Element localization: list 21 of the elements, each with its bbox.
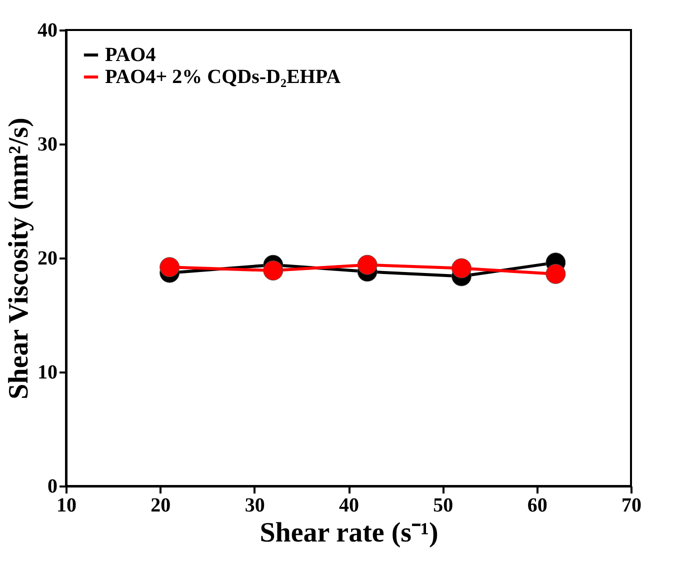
x-tick-label: 50 <box>433 494 454 516</box>
x-tick-label: 60 <box>527 494 548 516</box>
x-tick-label: 10 <box>56 494 76 516</box>
legend-label: PAO4 <box>105 44 156 66</box>
y-tick-label: 40 <box>38 20 58 42</box>
y-tick-label: 20 <box>38 248 58 270</box>
point <box>452 258 472 278</box>
y-tick-label: 0 <box>48 476 58 498</box>
point <box>160 257 180 278</box>
legend-label: PAO4+ 2% CQDs-D₂EHPA <box>105 66 342 88</box>
x-axis-title: Shear rate (s⁻¹) <box>260 518 438 548</box>
y-tick-label: 10 <box>38 362 58 384</box>
point <box>357 254 378 275</box>
point <box>546 264 566 284</box>
y-tick-label: 30 <box>38 134 58 156</box>
x-tick-label: 30 <box>244 494 265 516</box>
x-tick-label: 70 <box>622 494 642 516</box>
x-tick-label: 20 <box>150 494 171 516</box>
y-axis-title: Shear Viscosity (mm²/s) <box>4 118 34 400</box>
point <box>263 260 284 281</box>
x-tick-label: 40 <box>339 494 359 516</box>
